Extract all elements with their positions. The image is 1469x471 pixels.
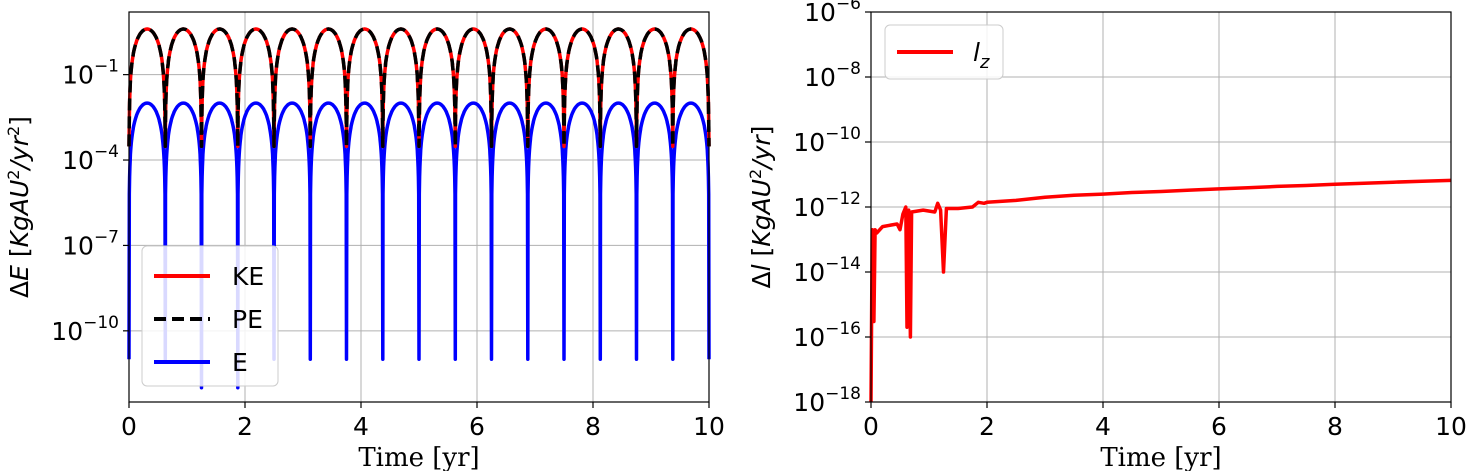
energy-error-panel: 0 2 4 6 8 10 10−10 10−7 10−4 10−1 Time [yr] ΔE [K… [4, 11, 725, 471]
left-y-tick-label: 10−4 [62, 142, 119, 175]
right-y-tick-label: 10−6 [804, 0, 861, 27]
left-legend-label-ke: KE [232, 262, 264, 291]
left-legend-label-pe: PE [232, 305, 263, 334]
left-plot-frame [128, 11, 710, 403]
right-legend-label-lz: lz [973, 38, 990, 73]
right-ticks: 0 2 4 6 8 10 10−18 10−16 10−14 10−12 10−10 10−8 10−6 [793, 0, 1467, 441]
right-y-tick-label: 10−8 [804, 59, 861, 92]
left-xlabel: Time [yr] [358, 443, 479, 471]
right-x-tick-label: 0 [863, 412, 879, 441]
right-x-tick-label: 2 [979, 412, 995, 441]
right-x-tick-label: 8 [1327, 412, 1343, 441]
left-legend-label-e: E [232, 348, 248, 377]
left-series-group [127, 27, 711, 390]
right-x-tick-label: 10 [1435, 412, 1467, 441]
left-x-tick-label: 0 [121, 412, 137, 441]
right-y-tick-label: 10−18 [793, 384, 861, 417]
left-y-tick-label: 10−7 [62, 227, 119, 260]
left-y-tick-label: 10−1 [62, 57, 119, 90]
left-ylabel-e: E [5, 265, 34, 281]
right-y-tick-label: 10−12 [793, 189, 861, 222]
right-y-tick-label: 10−16 [793, 319, 861, 352]
right-x-tick-label: 4 [1095, 412, 1111, 441]
left-series-e-line [127, 101, 711, 390]
right-series-group [869, 178, 1452, 403]
right-y-tick-label: 10−10 [793, 124, 861, 157]
right-ylabel: Δl [KgAU2/yr] [746, 126, 777, 289]
angular-momentum-error-panel: 0 2 4 6 8 10 10−18 10−16 10−14 10−12 10−10 10−8 10−6… [746, 0, 1467, 471]
right-legend: lz [884, 24, 1004, 80]
left-x-tick-label: 10 [693, 412, 725, 441]
right-xlabel: Time [yr] [1100, 443, 1221, 471]
left-series-pe-line [127, 27, 711, 149]
left-x-tick-label: 8 [585, 412, 601, 441]
left-x-tick-label: 6 [469, 412, 485, 441]
left-ylabel: ΔE [KgAU2/yr2] [4, 116, 35, 298]
left-legend: KE PE E [141, 245, 279, 387]
left-y-tick-label: 10−10 [51, 313, 119, 346]
left-x-tick-label: 4 [353, 412, 369, 441]
right-y-tick-label: 10−14 [793, 254, 861, 287]
left-ticks: 0 2 4 6 8 10 10−10 10−7 10−4 10−1 [51, 57, 725, 441]
right-x-tick-label: 6 [1211, 412, 1227, 441]
right-series-lz-line [869, 178, 1452, 403]
left-ylabel-delta: Δ [5, 281, 34, 298]
left-x-tick-label: 2 [237, 412, 253, 441]
left-legend-box [141, 245, 279, 387]
